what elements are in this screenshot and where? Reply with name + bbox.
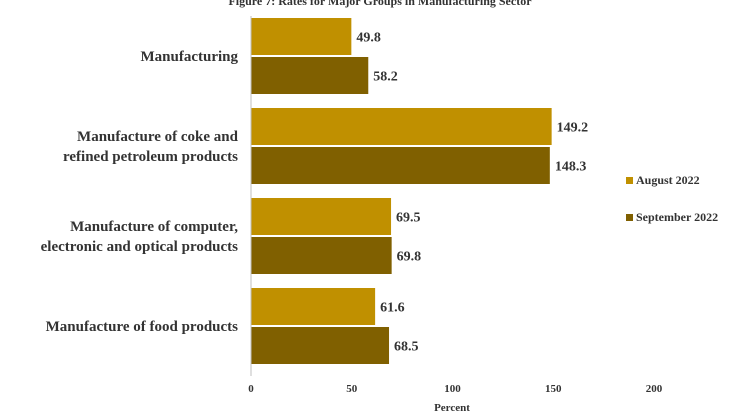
category-label-line: Manufacture of coke and [77,129,239,145]
category-label: Manufacture of computer, electronic and o… [41,219,239,255]
category-label-line: Manufacture of computer, [70,219,238,235]
category-label: Manufacture of food products [46,319,239,335]
data-label: 149.2 [557,121,589,136]
legend-swatch [626,177,633,184]
category-label: Manufacturing [141,49,239,65]
bar-september-2022 [251,237,392,274]
bar-august-2022 [251,198,392,235]
data-label: 61.6 [380,301,405,316]
chart-title: Figure 7: Rates for Major Groups in Manu… [228,0,532,8]
data-label: 58.2 [373,70,398,85]
data-label: 69.8 [397,250,422,265]
data-label: 49.8 [356,31,381,46]
data-label: 68.5 [394,340,419,355]
category-label-line: electronic and optical products [41,239,239,255]
plot-area: Manufacturing 49.8 58.2 Manufacture of coke… [41,18,588,364]
data-label: 69.5 [396,211,421,226]
bar-september-2022 [251,147,550,184]
data-label: 148.3 [555,160,587,175]
category-label-line: Manufacture of food products [46,319,239,335]
category-label-line: refined petroleum products [63,149,238,165]
x-tick-label: 0 [248,383,254,395]
x-tick-label: 150 [545,383,562,395]
bar-august-2022 [251,18,352,55]
category-label: Manufacture of coke and refined petroleum… [63,129,239,165]
legend-entry: September 2022 [636,210,718,224]
bar-august-2022 [251,108,552,145]
legend-swatch [626,214,633,221]
legend-entry: August 2022 [636,173,700,187]
x-axis-label: Percent [434,402,470,412]
x-axis-ticks: 0 50 100 150 200 [248,383,663,395]
x-tick-label: 200 [646,383,663,395]
x-tick-label: 100 [444,383,461,395]
bar-september-2022 [251,327,390,364]
category-label-line: Manufacturing [141,49,239,65]
bar-august-2022 [251,288,376,325]
legend: August 2022 September 2022 [626,173,718,224]
x-tick-label: 50 [346,383,358,395]
bar-september-2022 [251,57,369,94]
